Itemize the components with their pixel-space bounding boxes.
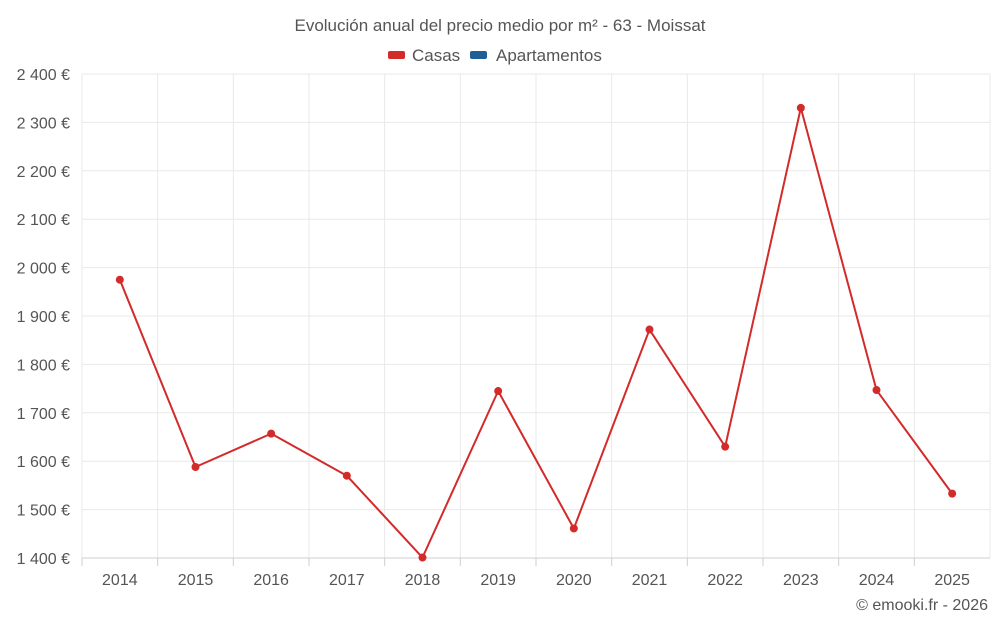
chart-title: Evolución anual del precio medio por m² … xyxy=(294,16,705,35)
x-tick-label: 2020 xyxy=(556,572,592,589)
credit-text: © emooki.fr - 2026 xyxy=(856,597,988,614)
data-point[interactable] xyxy=(721,442,730,451)
data-point[interactable] xyxy=(569,524,578,533)
x-tick-label: 2018 xyxy=(405,572,441,589)
legend-label-apartamentos: Apartamentos xyxy=(496,46,602,65)
data-point[interactable] xyxy=(342,471,351,480)
x-tick-label: 2019 xyxy=(480,572,516,589)
y-tick-label: 1 900 € xyxy=(17,309,70,326)
y-tick-label: 1 700 € xyxy=(17,406,70,423)
x-tick-label: 2022 xyxy=(707,572,743,589)
data-point[interactable] xyxy=(418,553,427,562)
y-tick-label: 1 400 € xyxy=(17,551,70,568)
grid xyxy=(81,73,991,559)
x-tick-label: 2025 xyxy=(934,572,970,589)
y-tick-label: 1 800 € xyxy=(17,357,70,374)
series-line-casas xyxy=(118,106,953,559)
legend-item-casas[interactable]: Casas xyxy=(388,46,460,65)
series-layer xyxy=(115,103,957,562)
data-point[interactable] xyxy=(267,429,276,438)
data-point[interactable] xyxy=(872,386,881,395)
x-tick-label: 2021 xyxy=(632,572,668,589)
legend-item-apartamentos[interactable]: Apartamentos xyxy=(470,46,602,65)
x-tick-label: 2014 xyxy=(102,572,138,589)
x-tick-label: 2017 xyxy=(329,572,365,589)
data-point[interactable] xyxy=(796,103,805,112)
x-tick-label: 2023 xyxy=(783,572,819,589)
legend-label-casas: Casas xyxy=(412,46,460,65)
x-tick-label: 2016 xyxy=(253,572,289,589)
y-tick-label: 2 000 € xyxy=(17,261,70,278)
y-tick-label: 2 100 € xyxy=(17,212,70,229)
data-point[interactable] xyxy=(494,387,503,396)
x-tick-label: 2024 xyxy=(859,572,895,589)
y-tick-label: 1 600 € xyxy=(17,454,70,471)
data-point[interactable] xyxy=(115,275,124,284)
y-tick-label: 2 400 € xyxy=(17,67,70,84)
legend-swatch-casas xyxy=(388,51,405,59)
x-tick-label: 2015 xyxy=(178,572,214,589)
data-point[interactable] xyxy=(645,325,654,334)
data-point[interactable] xyxy=(191,463,200,472)
legend-swatch-apartamentos xyxy=(470,51,487,59)
y-tick-label: 2 300 € xyxy=(17,115,70,132)
legend: Casas Apartamentos xyxy=(388,46,602,65)
y-tick-label: 2 200 € xyxy=(17,164,70,181)
axes: 1 400 € 1 500 € 1 600 € 1 700 € 1 800 € 1 900… xyxy=(17,67,990,589)
y-tick-label: 1 500 € xyxy=(17,503,70,520)
data-point[interactable] xyxy=(948,489,957,498)
